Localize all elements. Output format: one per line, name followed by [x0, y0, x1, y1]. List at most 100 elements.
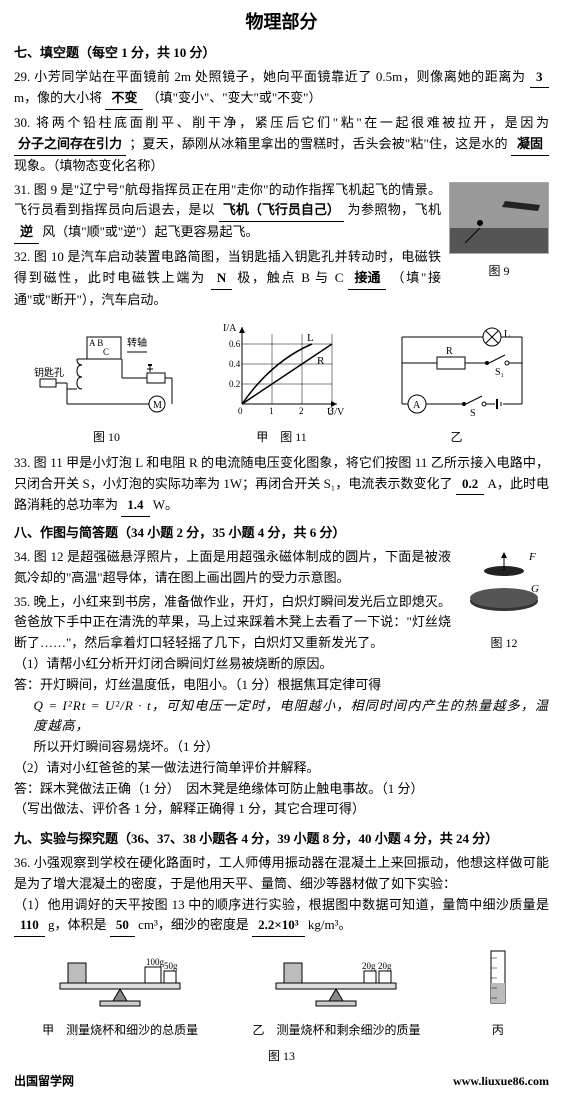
page-title: 物理部分 — [14, 8, 549, 37]
fig11-yi-svg: L R S₁ A S — [382, 319, 532, 419]
q29-t2: m，像的大小将 — [14, 90, 102, 105]
q30-b2: 凝固 — [511, 134, 549, 156]
question-29: 29. 小芳同学站在平面镜前 2m 处照镜子，她向平面镜靠近了 0.5m，则像离… — [14, 67, 549, 111]
question-33: 33. 图 11 甲是小灯泡 L 和电阻 R 的电流随电压变化图象，将它们按图 … — [14, 453, 549, 517]
q31-t2: 为参照物，飞机 — [348, 202, 441, 217]
q33-b1: 0.2 — [456, 474, 484, 496]
figure-row-10-11: A B C 转轴 M 钥匙孔 图 10 — [14, 319, 549, 446]
q36-b3: 2.2×10³ — [252, 915, 305, 937]
q36-b2: 50 — [110, 915, 135, 937]
svg-text:F: F — [528, 551, 536, 563]
svg-text:L: L — [307, 332, 314, 344]
q32-b2: 接通 — [348, 268, 386, 290]
svg-text:0.4: 0.4 — [229, 359, 241, 369]
fig13-yi-svg: 20g 20g — [256, 943, 416, 1013]
q35-ans1: 答：开灯瞬间，灯丝温度低，电阻小。（1 分）根据焦耳定律可得 — [14, 675, 549, 696]
fig13-bing-label: 丙 — [473, 1021, 523, 1040]
fig11-label: 图 11 — [280, 430, 307, 444]
svg-text:转轴: 转轴 — [127, 336, 147, 349]
figure-11-jia: I/A U/V 0.60.40.2 0123 L R 甲 图 11 — [217, 319, 347, 446]
q29-b1: 3 — [530, 67, 550, 89]
q36-t3: cm³，细沙的密度是 — [138, 917, 249, 932]
svg-text:2: 2 — [299, 406, 304, 416]
q33-b2: 1.4 — [121, 495, 149, 517]
figure-12: F G 图 12 — [459, 546, 549, 653]
svg-text:3: 3 — [329, 406, 334, 416]
q35-formula: Q = I²Rt = U²/R · t，可知电压一定时，电阻越小，相同时间内产生… — [14, 696, 549, 738]
fig13-bing-svg — [473, 943, 523, 1013]
svg-text:S₁: S₁ — [495, 367, 504, 378]
fig11-yi-label: 乙 — [382, 428, 532, 447]
figure-13-jia: 100g 50g 甲 测量烧杯和细沙的总质量 — [40, 943, 200, 1040]
svg-text:R: R — [446, 346, 453, 357]
svg-text:20g: 20g — [362, 961, 376, 971]
fig11-jia-label: 甲 — [256, 430, 268, 444]
q35-ans1b: 所以开灯瞬间容易烧坏。（1 分） — [14, 737, 549, 758]
q36-t4: kg/m³。 — [308, 917, 352, 932]
svg-text:0.2: 0.2 — [229, 379, 240, 389]
fig13-label: 图 13 — [14, 1047, 549, 1066]
svg-text:M: M — [153, 400, 162, 411]
fig9-label: 图 9 — [449, 262, 549, 281]
svg-text:50g: 50g — [164, 961, 178, 971]
figure-13-bing: 丙 — [473, 943, 523, 1040]
svg-text:20g: 20g — [378, 961, 392, 971]
svg-text:A B: A B — [89, 338, 103, 348]
q31-t3: 风（填"顺"或"逆"）起飞更容易起飞。 — [42, 224, 258, 239]
svg-text:钥匙孔: 钥匙孔 — [34, 366, 64, 379]
figure-10: A B C 转轴 M 钥匙孔 图 10 — [32, 329, 182, 446]
figure-13-yi: 20g 20g 乙 测量烧杯和剩余细沙的质量 — [252, 943, 420, 1040]
q30-t3: 现象。（填物态变化名称） — [14, 158, 164, 173]
svg-text:I/A: I/A — [223, 323, 237, 334]
fig13-yi-label: 乙 测量烧杯和剩余细沙的质量 — [252, 1021, 420, 1040]
fig13-jia-svg: 100g 50g — [40, 943, 200, 1013]
q30-b1: 分子之间存在引力 — [14, 134, 126, 156]
footer-site-url: www.liuxue86.com — [453, 1072, 549, 1091]
q35-sub2: （2）请对小红爸爸的某一做法进行简单评价并解释。 — [14, 758, 549, 779]
q30-t1: 30. 将两个铅柱底面削平、削干净，紧压后它们"粘"在一起很难被拉开，是因为 — [14, 115, 549, 130]
figure-11-yi: L R S₁ A S 乙 — [382, 319, 532, 446]
fig13-jia-label: 甲 测量烧杯和细沙的总质量 — [40, 1021, 200, 1040]
svg-text:L: L — [504, 329, 510, 340]
q35-note: （写出做法、评价各 1 分，解释正确得 1 分，其它合理可得） — [14, 799, 549, 820]
q30-t2: ；夏天，舔刚从冰箱里拿出的雪糕时，舌头会被"粘"住，这是水的 — [129, 136, 507, 151]
section-7: 七、填空题（每空 1 分，共 10 分） — [14, 43, 549, 64]
question-30: 30. 将两个铅柱底面削平、削干净，紧压后它们"粘"在一起很难被拉开，是因为 分… — [14, 113, 549, 176]
fig12-label: 图 12 — [459, 634, 549, 653]
svg-text:C: C — [103, 347, 109, 357]
footer-site-name: 出国留学网 — [14, 1072, 74, 1091]
q36-sub1: （1）他用调好的天平按图 13 中的顺序进行实验，根据图中数据可知道，量筒中细沙… — [14, 897, 549, 912]
section-9: 九、实验与探究题（36、37、38 小题各 4 分，39 小题 8 分，40 小… — [14, 829, 549, 850]
q35-ans2: 答：踩木凳做法正确（1 分） 因木凳是绝缘体可防止触电事故。（1 分） — [14, 779, 549, 800]
fig11-jia-svg: I/A U/V 0.60.40.2 0123 L R — [217, 319, 347, 419]
fig9-svg — [449, 182, 549, 254]
footer: 出国留学网 www.liuxue86.com — [14, 1072, 549, 1091]
section-8: 八、作图与简答题（34 小题 2 分，35 小题 4 分，共 6 分） — [14, 523, 549, 544]
fig12-svg: F G — [459, 546, 549, 626]
q32-b1: N — [211, 268, 232, 290]
svg-text:1: 1 — [269, 406, 274, 416]
svg-text:G: G — [531, 583, 539, 595]
q31-b1: 飞机（飞行员自己） — [219, 200, 344, 222]
svg-text:100g: 100g — [146, 957, 165, 967]
svg-text:S: S — [470, 408, 476, 419]
q32-t2: 极，触点 B 与 C — [237, 270, 343, 285]
q36-t2: g，体积是 — [48, 917, 107, 932]
svg-text:R: R — [317, 355, 325, 367]
figure-9: 图 9 — [449, 182, 549, 281]
q35-sub1: （1）请帮小红分析开灯闭合瞬间灯丝易被烧断的原因。 — [14, 654, 549, 675]
svg-text:A: A — [413, 400, 421, 411]
svg-text:0: 0 — [238, 406, 243, 416]
fig10-svg: A B C 转轴 M 钥匙孔 — [32, 329, 182, 419]
q29-t1: 29. 小芳同学站在平面镜前 2m 处照镜子，她向平面镜靠近了 0.5m，则像离… — [14, 69, 526, 84]
figure-row-13: 100g 50g 甲 测量烧杯和细沙的总质量 20g 20g 乙 测量烧杯和剩余… — [14, 943, 549, 1040]
q31-b2: 逆 — [14, 222, 39, 244]
q36-t1: 36. 小强观察到学校在硬化路面时，工人师傅用振动器在混凝土上来回振动，他想这样… — [14, 853, 549, 895]
q29-b2: 不变 — [105, 88, 143, 110]
fig10-label: 图 10 — [32, 428, 182, 447]
question-36: 36. 小强观察到学校在硬化路面时，工人师傅用振动器在混凝土上来回振动，他想这样… — [14, 853, 549, 937]
q33-t3: W。 — [153, 497, 178, 512]
q36-b1: 110 — [14, 915, 45, 937]
svg-text:0.6: 0.6 — [229, 339, 241, 349]
q29-t3: （填"变小"、"变大"或"不变"） — [147, 90, 322, 105]
